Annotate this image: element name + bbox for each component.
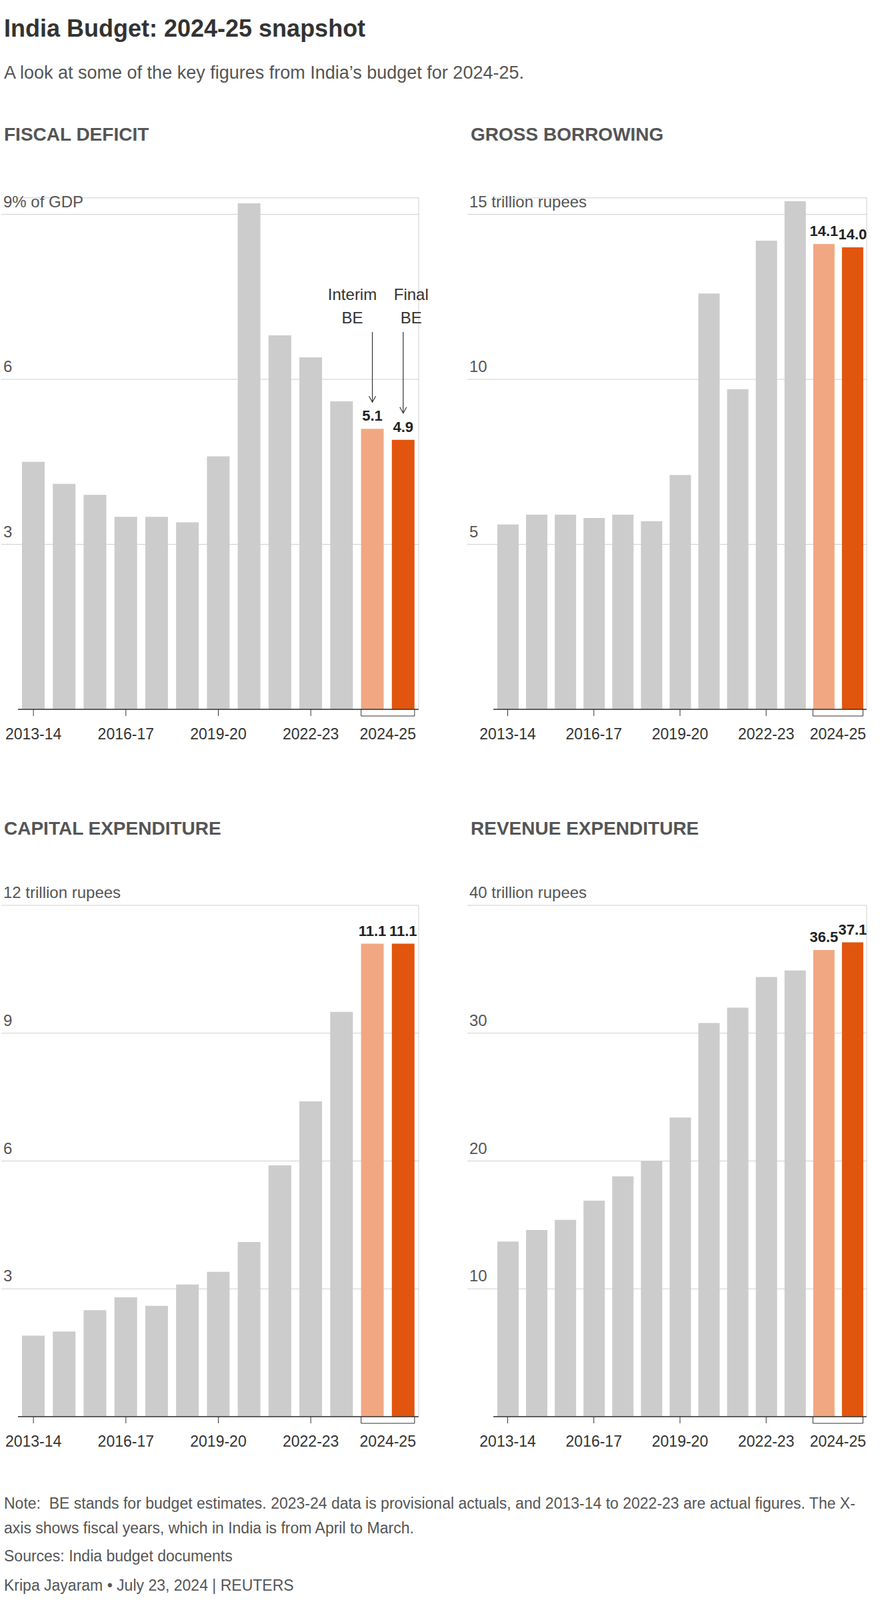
html-text:CAPITAL EXPENDITURE: CAPITAL EXPENDITURE xyxy=(4,818,222,839)
svg-text:2024-25: 2024-25 xyxy=(810,725,866,743)
svg-text:5.1: 5.1 xyxy=(362,407,383,424)
svg-text:2013-14: 2013-14 xyxy=(5,725,62,743)
svg-text:2024-25: 2024-25 xyxy=(360,725,416,743)
html-text:India Budget: 2024-25 snapshot: India Budget: 2024-25 snapshot xyxy=(4,14,366,42)
svg-text:2019-20: 2019-20 xyxy=(652,1432,708,1450)
svg-text:6: 6 xyxy=(5,357,12,376)
svg-text:11.1: 11.1 xyxy=(389,922,418,940)
svg-text:BE: BE xyxy=(400,308,422,327)
svg-text:36.5: 36.5 xyxy=(809,928,838,946)
svg-text:14.1: 14.1 xyxy=(809,222,838,240)
svg-text:20: 20 xyxy=(469,1139,488,1158)
svg-text:40 trillion rupees: 40 trillion rupees xyxy=(469,883,587,902)
svg-text:2013-14: 2013-14 xyxy=(479,1432,536,1450)
svg-text:2013-14: 2013-14 xyxy=(479,725,536,743)
svg-text:2016-17: 2016-17 xyxy=(566,725,622,743)
html-text:REVENUE EXPENDITURE: REVENUE EXPENDITURE xyxy=(470,818,699,839)
svg-text:2016-17: 2016-17 xyxy=(98,1432,154,1450)
html-text:GROSS BORROWING: GROSS BORROWING xyxy=(470,124,664,145)
svg-text:2013-14: 2013-14 xyxy=(5,1432,62,1450)
svg-text:15 trillion rupees: 15 trillion rupees xyxy=(469,192,587,211)
svg-text:BE: BE xyxy=(342,308,364,327)
svg-text:3: 3 xyxy=(5,522,12,541)
svg-text:2016-17: 2016-17 xyxy=(98,725,154,743)
svg-text:2019-20: 2019-20 xyxy=(652,725,708,743)
svg-text:5: 5 xyxy=(469,522,478,541)
svg-text:3: 3 xyxy=(5,1266,12,1285)
svg-text:11.1: 11.1 xyxy=(358,922,387,940)
svg-text:9: 9 xyxy=(5,1011,12,1030)
svg-text:2022-23: 2022-23 xyxy=(738,725,794,743)
svg-text:9% of GDP: 9% of GDP xyxy=(5,192,84,211)
svg-text:2019-20: 2019-20 xyxy=(190,725,246,743)
html-text:A look at some of the key figu: A look at some of the key figures from I… xyxy=(4,62,524,83)
html-text:Note: BE stands for budget est: Note: BE stands for budget estimates. 20… xyxy=(4,1494,856,1537)
svg-text:10: 10 xyxy=(469,357,488,376)
svg-text:37.1: 37.1 xyxy=(838,921,868,938)
svg-text:2024-25: 2024-25 xyxy=(360,1432,416,1450)
svg-text:30: 30 xyxy=(469,1011,488,1030)
svg-text:2022-23: 2022-23 xyxy=(738,1432,794,1450)
svg-text:4.9: 4.9 xyxy=(392,418,414,436)
svg-text:12 trillion rupees: 12 trillion rupees xyxy=(5,883,121,902)
svg-text:2022-23: 2022-23 xyxy=(282,1432,339,1450)
svg-text:2022-23: 2022-23 xyxy=(282,725,339,743)
html-text:Sources: India budget document: Sources: India budget documents xyxy=(4,1547,233,1565)
svg-text:Interim: Interim xyxy=(328,285,377,304)
svg-text:2019-20: 2019-20 xyxy=(190,1432,246,1450)
svg-text:6: 6 xyxy=(5,1139,12,1158)
svg-text:2024-25: 2024-25 xyxy=(810,1432,866,1450)
svg-text:Final: Final xyxy=(394,285,429,304)
html-text:Kripa Jayaram • July 23, 2024: Kripa Jayaram • July 23, 2024 | REUTERS xyxy=(4,1576,294,1594)
svg-text:10: 10 xyxy=(469,1266,488,1285)
html-text:FISCAL DEFICIT: FISCAL DEFICIT xyxy=(4,124,149,145)
svg-text:2016-17: 2016-17 xyxy=(566,1432,622,1450)
svg-text:14.0: 14.0 xyxy=(838,226,868,243)
